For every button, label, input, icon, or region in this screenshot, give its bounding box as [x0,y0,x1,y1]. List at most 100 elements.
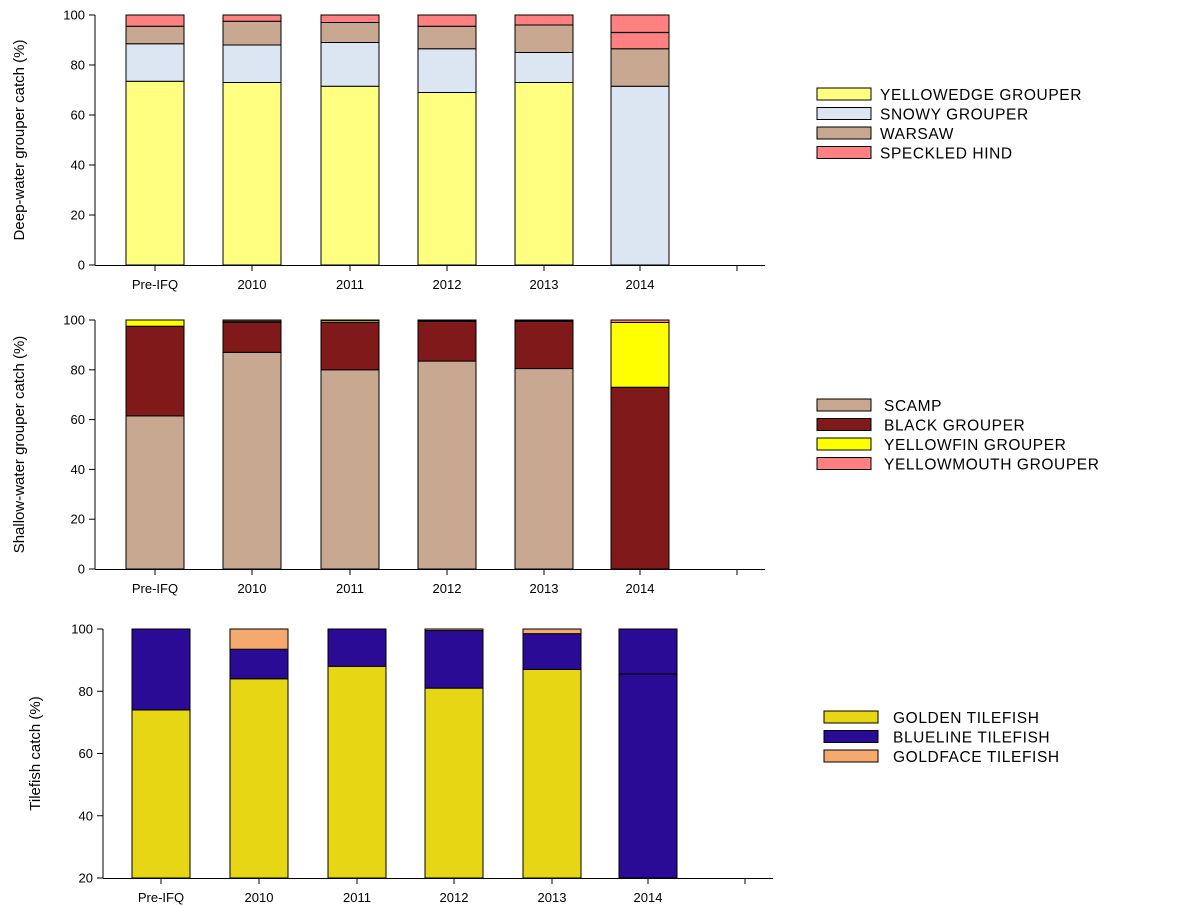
y-tick-label: 20 [71,208,85,223]
bar-segment [125,25,185,45]
bar-segment [417,14,477,27]
bar-outline [222,14,282,266]
bar-segment [618,628,678,879]
legend-swatch [823,710,879,724]
bar-segment [229,628,289,650]
bar-segment [522,633,582,670]
x-tick-label: 2014 [626,581,655,596]
x-tick-label: 2014 [634,890,663,905]
bar-segment [417,320,477,362]
bar-segment [125,80,185,266]
legend-label: GOLDFACE TILEFISH [893,749,1060,766]
bar-segment [522,628,582,635]
x-tick-label: 2011 [336,277,364,292]
bar-segment [417,25,477,50]
legend-swatch [816,398,872,412]
bar-segment [125,325,185,417]
y-tick-label: 60 [71,412,85,427]
legend-swatch [816,126,872,140]
legend-label: YELLOWFIN GROUPER [884,437,1066,454]
legend-swatch [823,730,879,743]
legend-label: YELLOWMOUTH GROUPER [884,457,1100,474]
panel-2: 0 20 40 60 80 100 Pre-IFQ 2010 2011 2012 2013 2014 S… [11,313,1100,597]
bar-segment [131,709,191,879]
bar-outline [514,319,574,570]
bar-outline [131,628,191,879]
x-tick-label: 2012 [440,890,469,905]
bar-outline [618,628,678,879]
legend-swatch [816,437,872,451]
x-tick-label: Pre-IFQ [132,277,178,292]
bar-segment [320,85,380,266]
bar-segment [222,82,282,266]
bar-segment [610,48,670,87]
bar-segment [327,628,387,667]
x-tick-label: 2010 [245,890,274,905]
legend-swatch [816,107,872,120]
x-tick-label: 2010 [238,277,267,292]
legend-label: BLUELINE TILEFISH [893,730,1050,747]
legend-label: SNOWY GROUPER [880,107,1029,124]
bar-outline [514,14,574,266]
bar-segment [125,14,185,27]
bar-outline [320,319,380,570]
bar-segment [320,42,380,87]
bar-outline [320,14,380,266]
legend-label: SCAMP [884,398,942,415]
bar-segment [320,22,380,43]
bar-segment [320,14,380,23]
y-axis-title: Deep-water grouper catch (%) [11,40,28,241]
y-tick-label: 60 [79,746,93,761]
bar-segment [222,351,282,570]
bar-segment [125,43,185,82]
bar-outline [229,628,289,879]
bar-segment [222,14,282,22]
y-axis-title: Shallow-water grouper catch (%) [11,336,28,554]
bar-segment [417,360,477,570]
legend: SCAMP BLACK GROUPER YELLOWFIN GROUPER YELLO… [816,398,1100,474]
y-tick-label: 40 [71,462,85,477]
bar-outline [125,319,185,570]
bar-segment [424,630,484,689]
legend-swatch [816,146,872,159]
x-tick-label: 2013 [538,890,567,905]
x-tick-label: 2013 [530,277,559,292]
bar-outline [327,628,387,879]
y-tick-label: 80 [79,684,93,699]
bar-segment [514,14,574,26]
bar-segment [610,386,670,570]
legend-label: SPECKLED HIND [880,146,1013,163]
y-tick-label: 40 [79,808,93,823]
y-tick-label: 0 [78,258,85,273]
legend-swatch [816,418,872,431]
bar-segment [222,20,282,46]
x-tick-label: 2011 [343,890,371,905]
bar-segment [131,628,191,711]
bar-segment [522,668,582,879]
bar-segment [514,320,574,370]
bar-segment [229,678,289,879]
bar-outline [610,14,670,266]
legend-swatch [816,87,872,101]
bar-segment [610,321,670,388]
x-tick-label: 2013 [530,581,559,596]
y-tick-label: 80 [71,362,85,377]
x-tick-label: 2014 [626,277,655,292]
y-tick-label: 60 [71,108,85,123]
bar-segment [327,665,387,879]
bar-outline [522,628,582,879]
bar-outline [222,319,282,570]
legend: GOLDEN TILEFISH BLUELINE TILEFISH GOLDFACE… [823,710,1060,766]
bar-segment [320,321,380,371]
y-tick-label: 20 [71,512,85,527]
bar-segment [610,85,670,266]
bar-segment [514,24,574,53]
y-tick-label: 100 [71,622,93,637]
bar-outline [125,14,185,266]
y-tick-label: 40 [71,158,85,173]
bar-segment [424,687,484,879]
panel-1: 0 20 40 60 80 100 Pre-IFQ 2010 2011 2012 2013 2014 D… [11,8,1081,293]
y-tick-label: 20 [79,871,93,886]
y-tick-label: 80 [71,58,85,73]
